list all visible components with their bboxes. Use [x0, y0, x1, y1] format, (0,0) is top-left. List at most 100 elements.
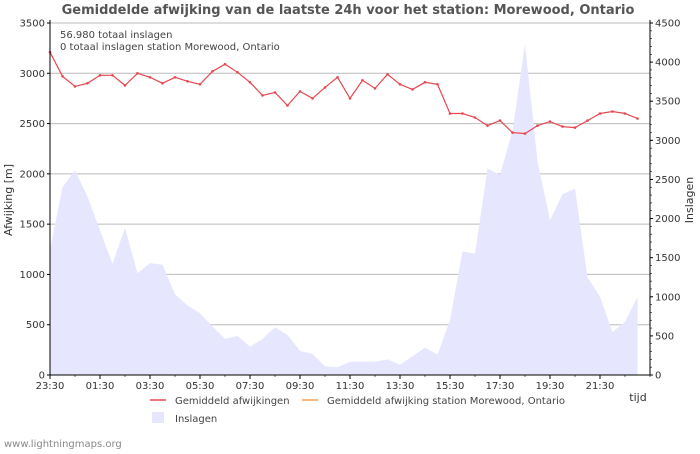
- annotation-station-strikes: 0 totaal inslagen station Morewood, Onta…: [60, 42, 280, 53]
- data-point: [111, 74, 114, 77]
- legend-label-station: Gemiddeld afwijking station Morewood, On…: [327, 396, 565, 407]
- data-point: [86, 82, 89, 85]
- data-point: [211, 70, 214, 73]
- data-point: [423, 81, 427, 84]
- data-point: [398, 83, 402, 86]
- y-tick-label: 500: [26, 320, 45, 331]
- data-point: [98, 74, 102, 77]
- data-point: [436, 83, 439, 86]
- x-tick-label: 11:30: [336, 381, 365, 392]
- chart-title: Gemiddelde afwijking van de laatste 24h …: [62, 3, 635, 18]
- x-tick-label: 01:30: [86, 381, 115, 392]
- data-point: [598, 112, 602, 115]
- x-tick-label: 07:30: [236, 381, 265, 392]
- gemiddeld-afwijkingen-line: [49, 51, 638, 135]
- data-point: [286, 104, 289, 107]
- y-right-tick-label: 2000: [655, 214, 680, 225]
- data-point: [361, 79, 364, 82]
- legend-swatch-inslagen: [152, 412, 164, 423]
- y-right-tick-label: 0: [655, 371, 661, 382]
- y-tick-label: 1000: [20, 270, 45, 281]
- data-point: [573, 126, 577, 129]
- footer-source: www.lightningmaps.org: [4, 439, 122, 450]
- data-point: [173, 76, 177, 79]
- legend-item-gemiddeld-afwijkingen: Gemiddeld afwijkingen: [150, 396, 290, 407]
- data-point: [636, 117, 639, 120]
- data-point: [248, 81, 252, 84]
- data-point: [486, 124, 489, 127]
- data-point: [323, 86, 327, 89]
- x-tick-label: 19:30: [536, 381, 565, 392]
- data-point: [73, 85, 77, 88]
- x-tick-label: 21:30: [586, 381, 615, 392]
- data-point: [336, 76, 339, 79]
- y-right-tick-label: 2500: [655, 175, 680, 186]
- y-axis-right-ticks: 0 500 1000 1500 2000 2500 3000 3500 4000 4500: [650, 19, 680, 382]
- x-tick-label: 05:30: [186, 381, 215, 392]
- y-axis-left-label: Afwijking [m]: [2, 164, 15, 236]
- y-axis-right-label: Inslagen: [683, 177, 696, 223]
- y-right-tick-label: 4000: [655, 58, 680, 69]
- data-point: [311, 97, 314, 100]
- data-point: [223, 62, 227, 66]
- x-tick-label: 15:30: [436, 381, 465, 392]
- legend-item-station: Gemiddeld afwijking station Morewood, On…: [302, 396, 565, 407]
- data-point: [623, 112, 627, 115]
- legend-label-gemiddeld-afwijkingen: Gemiddeld afwijkingen: [175, 396, 290, 407]
- data-point: [586, 119, 589, 122]
- data-point: [198, 83, 202, 86]
- y-tick-label: 3500: [20, 19, 45, 30]
- data-point: [386, 73, 389, 76]
- data-point: [498, 119, 502, 122]
- data-point: [298, 90, 302, 93]
- data-point: [561, 125, 564, 128]
- data-point: [473, 116, 477, 119]
- gemiddeld-afwijkingen-points: [48, 50, 639, 135]
- legend: Gemiddeld afwijkingen Gemiddeld afwijkin…: [150, 396, 565, 425]
- data-point: [136, 72, 139, 75]
- y-tick-label: 0: [39, 371, 45, 382]
- data-point: [411, 88, 414, 91]
- x-axis-label: tijd: [629, 391, 646, 404]
- x-tick-label: 17:30: [486, 381, 515, 392]
- y-right-tick-label: 4500: [655, 19, 680, 30]
- data-point: [273, 91, 277, 94]
- x-tick-label: 23:30: [36, 381, 65, 392]
- data-point: [523, 132, 527, 135]
- y-tick-label: 2000: [20, 169, 45, 180]
- data-point: [61, 75, 64, 78]
- x-axis-ticks: 23:30 01:30 03:30 05:30 07:30 09:30 11:30 13:30…: [36, 375, 651, 392]
- x-tick-label: 09:30: [286, 381, 315, 392]
- legend-label-inslagen: Inslagen: [175, 414, 217, 425]
- y-right-tick-label: 3000: [655, 136, 680, 147]
- data-point: [123, 84, 127, 87]
- data-point: [511, 131, 514, 134]
- data-point: [261, 94, 264, 97]
- y-right-tick-label: 1000: [655, 292, 680, 303]
- y-tick-label: 3000: [20, 69, 45, 80]
- data-point: [148, 76, 152, 79]
- data-point: [461, 112, 464, 115]
- annotation-total-strikes: 56.980 totaal inslagen: [60, 30, 172, 41]
- data-point: [548, 120, 552, 123]
- data-point: [373, 87, 377, 90]
- data-point: [236, 71, 239, 74]
- y-tick-label: 2500: [20, 119, 45, 130]
- data-point: [186, 80, 189, 83]
- data-point: [536, 124, 539, 127]
- data-point: [448, 112, 452, 115]
- y-right-tick-label: 1500: [655, 253, 680, 264]
- y-tick-label: 1500: [20, 220, 45, 231]
- x-tick-label: 13:30: [386, 381, 415, 392]
- data-point: [161, 82, 164, 85]
- inslagen-area: [50, 44, 638, 375]
- data-point: [611, 110, 614, 113]
- data-point: [348, 97, 352, 100]
- y-right-tick-label: 3500: [655, 97, 680, 108]
- y-right-tick-label: 500: [655, 331, 674, 342]
- y-axis-left-ticks: 0 500 1000 1500 2000 2500 3000 3500: [20, 19, 50, 382]
- x-tick-label: 03:30: [136, 381, 165, 392]
- legend-item-inslagen: Inslagen: [152, 412, 217, 425]
